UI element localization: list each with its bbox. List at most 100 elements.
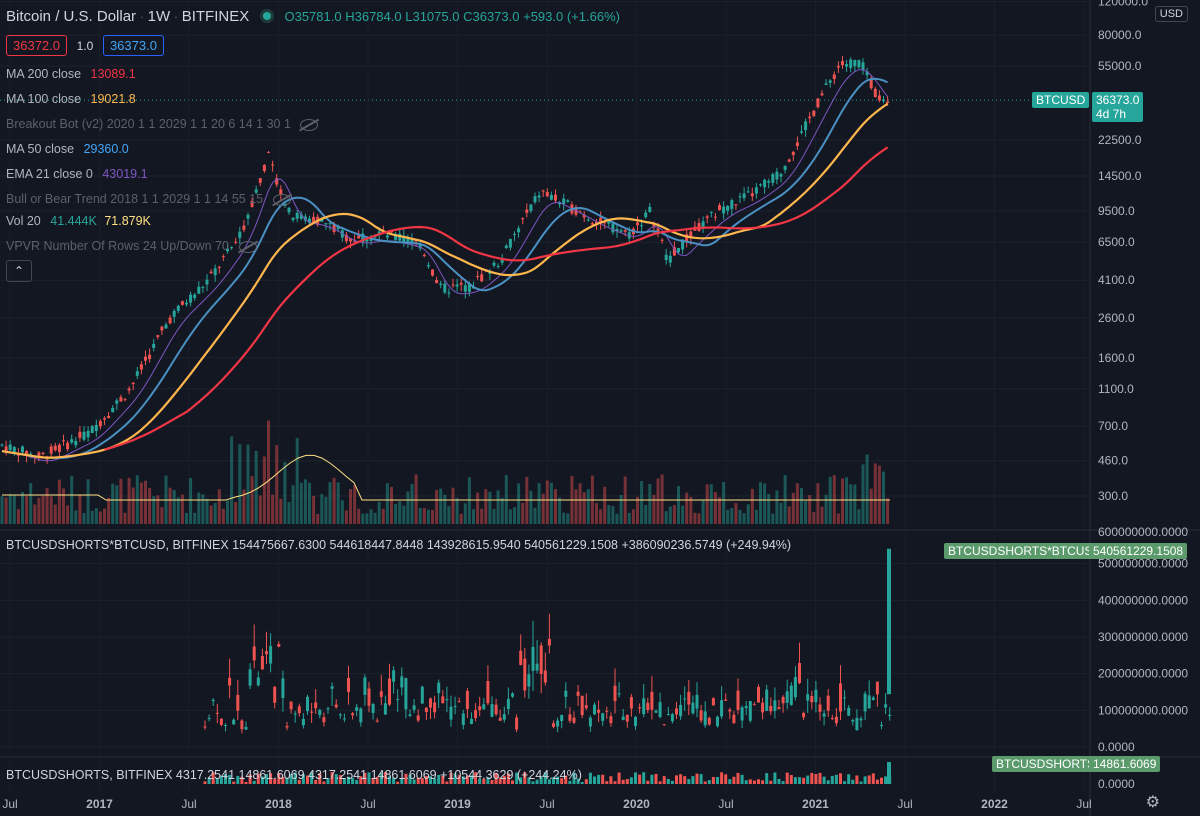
indicator-breakout-bot[interactable]: Breakout Bot (v2) 2020 1 1 2029 1 1 20 6…	[6, 117, 319, 131]
currency-button[interactable]: USD	[1154, 6, 1188, 22]
candle-body	[580, 781, 584, 784]
candle-body	[16, 454, 20, 456]
candle-body	[494, 772, 498, 784]
candle-body	[832, 74, 836, 79]
candle-body	[131, 382, 135, 385]
hidden-eye-icon[interactable]	[272, 193, 291, 206]
candle-body	[728, 709, 732, 712]
candle-body	[445, 781, 449, 784]
candle-body	[506, 773, 510, 784]
candle-body	[201, 287, 205, 289]
candle-body	[506, 698, 510, 709]
candle-body	[347, 677, 350, 692]
indicator-ma50[interactable]: MA 50 close 29360.0	[6, 142, 129, 156]
volume-bar	[394, 504, 398, 524]
collapse-legend-button[interactable]: ⌃	[6, 260, 32, 282]
candle-body	[367, 772, 371, 784]
candle-body	[408, 774, 412, 784]
candle-body	[599, 217, 603, 224]
volume-bar	[537, 483, 541, 524]
candle-body	[236, 775, 240, 784]
volume-bar	[57, 479, 61, 524]
candle-body	[371, 704, 375, 713]
volume-bar	[619, 494, 623, 524]
candle-body	[865, 71, 869, 76]
candle-body	[185, 302, 188, 305]
volume-bar	[201, 494, 205, 524]
candle-body	[400, 778, 404, 784]
candle-body	[351, 713, 355, 716]
candle-body	[744, 780, 748, 784]
volume-bar	[365, 513, 369, 524]
indicator-bull-bear[interactable]: Bull or Bear Trend 2018 1 1 2029 1 1 14 …	[6, 192, 291, 206]
candle-body	[426, 265, 430, 267]
volume-bar	[377, 501, 381, 524]
candle-body	[793, 677, 797, 698]
indicator-volume[interactable]: Vol 20 41.444K 71.879K	[6, 214, 151, 228]
candle-body	[301, 774, 305, 784]
candle-body	[818, 704, 822, 712]
volume-bar	[861, 464, 865, 524]
candle-body	[291, 217, 295, 221]
candle-body	[867, 775, 871, 784]
candle-body	[742, 193, 746, 199]
candle-body	[244, 726, 248, 730]
hidden-eye-icon[interactable]	[238, 240, 257, 253]
candle-body	[543, 670, 547, 683]
candle-body	[314, 702, 318, 709]
volume-bar	[476, 492, 480, 524]
indicator-vpvr[interactable]: VPVR Number Of Rows 24 Up/Down 70	[6, 239, 257, 253]
candle-body	[564, 690, 568, 697]
candle-body	[414, 240, 418, 242]
candle-body	[470, 718, 473, 724]
indicator-value: 19021.8	[90, 92, 136, 106]
indicator-ema21[interactable]: EMA 21 close 0 43019.1	[6, 167, 148, 181]
candle-body	[754, 187, 758, 194]
volume-bar	[303, 479, 307, 524]
volume-bar	[33, 504, 37, 524]
volume-bar	[4, 497, 8, 524]
candle-body	[761, 702, 765, 713]
candle-body	[433, 702, 437, 713]
bid-box[interactable]: 36372.0	[6, 35, 67, 56]
candle-body	[203, 781, 207, 784]
candle-body	[746, 191, 750, 193]
candle-body	[775, 171, 779, 180]
volume-bar	[90, 510, 94, 524]
volume-bar	[316, 513, 320, 524]
volume-bar	[308, 482, 311, 524]
volume-bar	[574, 489, 578, 524]
indicator-ma100[interactable]: MA 100 close 19021.8	[6, 92, 136, 106]
volume-bar	[435, 489, 439, 524]
candle-body	[306, 696, 309, 712]
volume-bar	[685, 492, 689, 524]
volume-bar	[213, 502, 217, 524]
indicator-ma200[interactable]: MA 200 close 13089.1	[6, 67, 136, 81]
interval[interactable]: 1W	[147, 8, 171, 25]
candle-body	[281, 777, 285, 784]
candle-body	[695, 694, 699, 709]
candle-body	[584, 779, 588, 784]
candle-body	[66, 442, 70, 450]
symbol-header[interactable]: Bitcoin / U.S. Dollar · 1W · BITFINEX O3…	[6, 8, 620, 25]
gear-icon[interactable]: ⚙	[1145, 794, 1160, 811]
volume-bar	[410, 484, 414, 524]
candle-body	[666, 714, 670, 716]
candle-body	[816, 98, 820, 108]
hidden-eye-icon[interactable]	[300, 118, 319, 131]
candle-body	[299, 214, 303, 219]
candle-body	[529, 204, 533, 212]
volume-ma-line	[2, 454, 890, 501]
candle-body	[836, 65, 840, 68]
candle-body	[502, 714, 506, 720]
volume-bar	[402, 505, 406, 524]
symbol-title[interactable]: Bitcoin / U.S. Dollar	[6, 8, 137, 25]
candle-body	[615, 228, 619, 232]
ask-box[interactable]: 36373.0	[102, 35, 164, 56]
candle-body	[326, 708, 330, 710]
candle-body	[810, 772, 814, 784]
candle-body	[720, 772, 724, 784]
volume-bar	[734, 503, 738, 524]
candle-body	[306, 775, 309, 784]
